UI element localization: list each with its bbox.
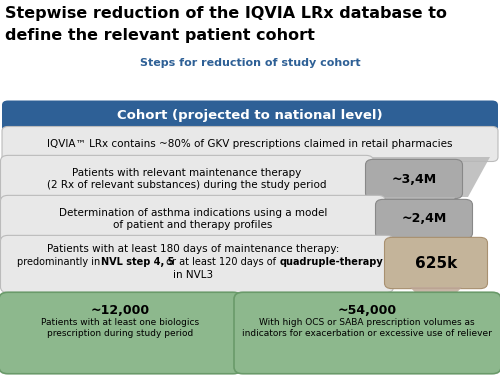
Text: in NVL3: in NVL3 <box>173 270 213 280</box>
FancyBboxPatch shape <box>0 195 386 243</box>
FancyBboxPatch shape <box>2 100 498 132</box>
Text: Determination of asthma indications using a model
of patient and therapy profile: Determination of asthma indications usin… <box>59 208 327 230</box>
Polygon shape <box>370 157 490 197</box>
Text: ~3,4M: ~3,4M <box>392 172 436 186</box>
Text: Stepwise reduction of the IQVIA LRx database to: Stepwise reduction of the IQVIA LRx data… <box>5 6 447 21</box>
FancyBboxPatch shape <box>384 237 488 289</box>
Text: IQVIA™ LRx contains ~80% of GKV prescriptions claimed in retail pharmacies: IQVIA™ LRx contains ~80% of GKV prescrip… <box>47 139 453 149</box>
Text: define the relevant patient cohort: define the relevant patient cohort <box>5 28 315 43</box>
FancyBboxPatch shape <box>376 200 472 238</box>
Text: ~2,4M: ~2,4M <box>402 213 446 225</box>
Text: predominantly in: predominantly in <box>17 257 104 267</box>
FancyBboxPatch shape <box>0 155 374 203</box>
FancyBboxPatch shape <box>366 159 462 199</box>
FancyBboxPatch shape <box>2 126 498 162</box>
Text: NVL step 4, 5: NVL step 4, 5 <box>101 257 174 267</box>
Polygon shape <box>385 197 455 237</box>
Text: quadruple-therapy: quadruple-therapy <box>280 257 384 267</box>
Text: Patients with at least 180 days of maintenance therapy:: Patients with at least 180 days of maint… <box>47 244 339 254</box>
Text: Patients with at least one biologics
prescription during study period: Patients with at least one biologics pre… <box>41 318 199 338</box>
Text: Steps for reduction of study cohort: Steps for reduction of study cohort <box>140 58 360 68</box>
Polygon shape <box>398 237 445 282</box>
FancyBboxPatch shape <box>234 292 500 374</box>
Text: ~54,000: ~54,000 <box>338 303 396 316</box>
FancyBboxPatch shape <box>0 236 394 292</box>
Text: ~12,000: ~12,000 <box>90 303 150 316</box>
Polygon shape <box>410 287 462 315</box>
Text: With high OCS or SABA prescription volumes as
indicators for exacerbation or exc: With high OCS or SABA prescription volum… <box>242 318 492 338</box>
Text: Patients with relevant maintenance therapy
(2 Rx of relevant substances) during : Patients with relevant maintenance thera… <box>47 168 327 190</box>
Text: or at least 120 days of: or at least 120 days of <box>163 257 279 267</box>
FancyBboxPatch shape <box>0 292 242 374</box>
Text: Cohort (projected to national level): Cohort (projected to national level) <box>117 110 383 123</box>
Text: 625k: 625k <box>415 255 457 270</box>
